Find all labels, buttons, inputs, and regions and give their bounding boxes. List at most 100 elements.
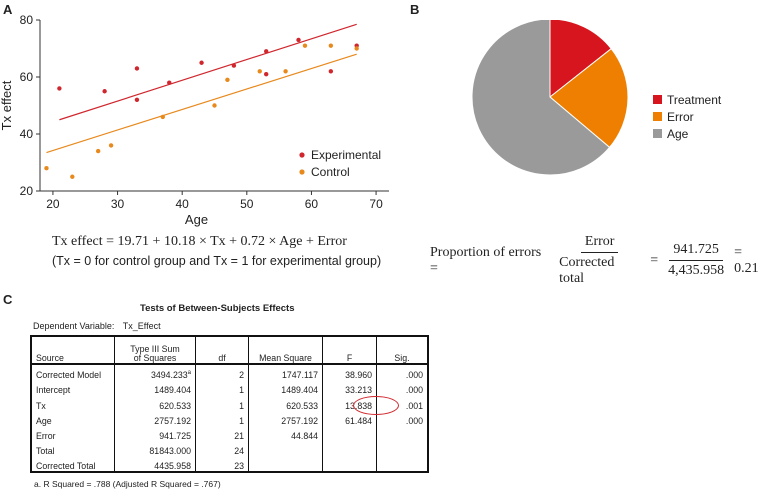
fraction-error-total: Error Corrected total xyxy=(555,234,644,287)
panel-label-a: A xyxy=(3,2,13,17)
row-df: 2 xyxy=(195,364,249,381)
point-control xyxy=(302,43,308,48)
legend-marker-control xyxy=(299,169,305,175)
dependent-variable: Dependent Variable: Tx_Effect xyxy=(33,321,167,331)
point-control xyxy=(212,103,217,108)
table-row: Age 2757.192 1 2757.192 61.484 .000 xyxy=(31,410,428,426)
ss-value: 3494.233 xyxy=(150,370,188,381)
legend-swatch-age xyxy=(653,129,662,138)
row-ms: 1747.117 xyxy=(248,364,323,381)
pie-slice-error xyxy=(549,47,629,149)
panel-label-b: B xyxy=(410,2,420,17)
regression-equation: Tx effect = 19.71 + 10.18 × Tx + 0.72 × … xyxy=(52,234,347,249)
table-row: Intercept 1489.404 1 1489.404 33.213 .00… xyxy=(31,380,428,396)
point-experimental xyxy=(199,60,204,65)
fit-line-experimental xyxy=(59,23,357,121)
point-experimental xyxy=(328,69,334,74)
row-f xyxy=(322,440,377,457)
table-row: Error 941.725 21 44.844 xyxy=(31,425,428,441)
point-experimental xyxy=(231,63,237,68)
row-df: 24 xyxy=(195,440,249,457)
row-ms xyxy=(248,440,323,457)
point-control xyxy=(225,77,230,83)
row-source: Total xyxy=(31,440,115,457)
fraction-values: 941.725 4,435.958 xyxy=(664,242,728,279)
y-tick-label: 60 xyxy=(20,70,34,84)
footnote-marker: a xyxy=(187,370,191,377)
point-experimental xyxy=(102,89,107,94)
point-control xyxy=(354,46,359,51)
anova-table: Source Type III Sum of Squares df Mean S… xyxy=(30,335,429,474)
row-sig xyxy=(376,456,428,473)
table-title: Tests of Between-Subjects Effects xyxy=(140,303,295,314)
panel-label-c: C xyxy=(3,292,13,307)
row-f: 33.213 xyxy=(322,380,377,396)
row-sig: .000 xyxy=(376,380,428,396)
header-sig: Sig. xyxy=(376,336,428,365)
legend-label-treatment: Treatment xyxy=(667,93,722,107)
row-source: Tx xyxy=(31,395,115,411)
dependent-variable-value: Tx_Effect xyxy=(122,321,161,331)
dependent-variable-label: Dependent Variable: xyxy=(33,321,115,331)
pie-slice-age xyxy=(471,20,611,176)
legend-label-control: Control xyxy=(311,165,350,179)
legend-marker-experimental xyxy=(299,152,305,158)
row-source: Corrected Total xyxy=(31,456,115,473)
row-df: 1 xyxy=(195,395,249,411)
y-tick-label: 40 xyxy=(20,127,34,141)
table-footnote: a. R Squared = .788 (Adjusted R Squared … xyxy=(34,479,221,489)
row-source: Corrected Model xyxy=(31,364,115,381)
row-f: 38.960 xyxy=(322,364,377,381)
x-tick-label: 20 xyxy=(46,197,60,211)
row-ss: 3494.233a xyxy=(114,364,196,381)
row-ss: 81843.000 xyxy=(114,440,196,457)
header-f: F xyxy=(322,336,377,365)
point-experimental xyxy=(296,37,301,43)
regression-note: (Tx = 0 for control group and Tx = 1 for… xyxy=(52,254,382,268)
pie-chart: Treatment Error Age xyxy=(471,20,722,176)
row-source: Age xyxy=(31,410,115,426)
x-tick-label: 40 xyxy=(176,197,190,211)
fraction-numerator-1: Error xyxy=(580,234,619,253)
row-source: Intercept xyxy=(31,380,115,396)
pie-slice-treatment xyxy=(549,20,612,99)
row-sig xyxy=(376,440,428,457)
y-tick-label: 80 xyxy=(20,13,34,27)
fraction-denominator-2: 4,435.958 xyxy=(668,263,725,278)
row-df: 1 xyxy=(195,380,249,396)
header-sum-of-squares: Type III Sum of Squares xyxy=(114,336,196,365)
fit-line-control xyxy=(46,53,357,154)
significance-highlight-circle xyxy=(353,396,399,415)
row-df: 23 xyxy=(195,456,249,473)
x-tick-label: 30 xyxy=(111,197,125,211)
header-mean-square: Mean Square xyxy=(248,336,323,365)
point-experimental xyxy=(57,86,62,91)
y-axis-label: Tx effect xyxy=(0,80,14,130)
point-experimental xyxy=(264,49,269,54)
x-tick-label: 70 xyxy=(369,197,383,211)
row-df: 21 xyxy=(195,425,249,441)
x-tick-label: 60 xyxy=(305,197,319,211)
point-control xyxy=(257,69,262,74)
row-df: 1 xyxy=(195,410,249,426)
row-ss: 2757.192 xyxy=(114,410,196,426)
row-ss: 941.725 xyxy=(114,425,196,441)
header-ss-line2: of Squares xyxy=(133,352,177,363)
row-ms xyxy=(248,456,323,473)
proportion-equation: Proportion of errors = Error Corrected t… xyxy=(430,234,769,287)
row-ms: 1489.404 xyxy=(248,380,323,396)
legend-swatch-error xyxy=(653,112,662,121)
legend-label-error: Error xyxy=(667,110,694,124)
legend-swatch-treatment xyxy=(653,95,662,104)
scatter-chart: 20 40 60 80 20 30 40 50 60 70 Age Tx effect Experime… xyxy=(0,13,389,227)
point-control xyxy=(44,166,49,171)
point-experimental xyxy=(134,97,140,103)
point-control xyxy=(283,69,288,74)
row-sig: .000 xyxy=(376,410,428,426)
table-row: Corrected Model 3494.233a 2 1747.117 38.… xyxy=(31,364,428,381)
point-control xyxy=(70,174,75,179)
point-control xyxy=(328,43,334,48)
row-f xyxy=(322,425,377,441)
point-control xyxy=(108,143,114,148)
table-header-row: Source Type III Sum of Squares df Mean S… xyxy=(31,336,428,365)
